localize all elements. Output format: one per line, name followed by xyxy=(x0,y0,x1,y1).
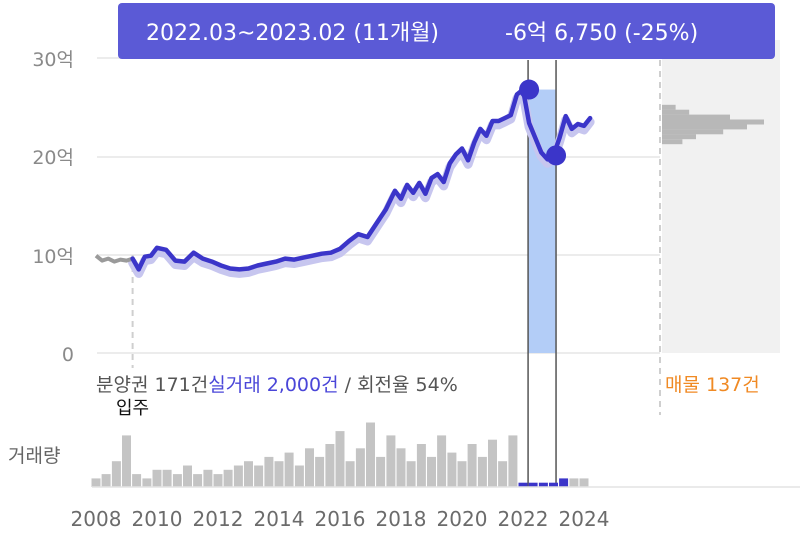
turnover-rate: 회전율 54% xyxy=(357,374,458,396)
x-tick-label: 2014 xyxy=(254,507,305,531)
volume-bar xyxy=(284,452,294,487)
listing-bar xyxy=(662,104,676,110)
price-series xyxy=(130,87,593,272)
volume-bar xyxy=(335,431,345,487)
volume-bar xyxy=(559,478,569,487)
price-range-band xyxy=(128,89,595,278)
x-tick-label: 2016 xyxy=(315,507,366,531)
volume-bar xyxy=(315,456,325,487)
volume-bar xyxy=(203,469,213,487)
presale-series xyxy=(94,254,134,264)
volume-bar xyxy=(325,444,335,487)
listings-histogram xyxy=(662,104,764,145)
trade-stats: 분양권 171건실거래 2,000건 / 회전율 54% xyxy=(96,374,458,396)
volume-bars xyxy=(91,422,589,487)
volume-bar xyxy=(142,478,152,487)
presale-count: 분양권 171건 xyxy=(96,374,208,396)
volume-bar xyxy=(518,482,528,487)
volume-bar xyxy=(406,461,416,487)
volume-bar xyxy=(233,465,243,487)
x-tick-label: 2008 xyxy=(71,507,122,531)
volume-bar xyxy=(111,461,121,487)
x-axis: 2008 2010 2012 2014 2016 2018 2020 2022 2024 xyxy=(71,507,610,531)
volume-bar xyxy=(508,435,518,487)
volume-bar xyxy=(223,469,233,487)
volume-label: 거래량 xyxy=(8,445,60,467)
x-tick-label: 2022 xyxy=(498,507,549,531)
move-in-label: 입주 xyxy=(116,398,149,419)
listing-bar xyxy=(662,109,690,115)
volume-bar xyxy=(355,448,365,487)
x-tick-label: 2010 xyxy=(132,507,183,531)
tooltip-period: 2022.03~2023.02 (11개월) xyxy=(146,21,439,46)
trade-count: 실거래 2,000건 xyxy=(208,374,338,396)
volume-bar xyxy=(569,478,579,487)
volume-bar xyxy=(213,474,223,487)
volume-bar xyxy=(579,478,589,487)
tooltip: 2022.03~2023.02 (11개월) -6억 6,750 (-25%) xyxy=(118,3,775,59)
volume-bar xyxy=(91,478,101,487)
volume-bar xyxy=(172,474,182,487)
volume-bar xyxy=(488,439,497,487)
tooltip-change: -6억 6,750 (-25%) xyxy=(505,21,698,46)
stats-separator: / xyxy=(339,374,357,396)
y-tick-label: 10억 xyxy=(32,246,74,268)
listing-bar xyxy=(662,134,696,140)
x-tick-label: 2012 xyxy=(193,507,244,531)
volume-bar xyxy=(244,461,253,487)
volume-bar xyxy=(345,461,355,487)
volume-bar xyxy=(477,456,487,487)
volume-bar xyxy=(132,474,142,487)
volume-bar xyxy=(396,448,406,487)
grid xyxy=(97,57,660,354)
volume-bar xyxy=(467,444,477,487)
low-point[interactable] xyxy=(546,145,567,166)
volume-bar xyxy=(254,465,264,487)
volume-bar xyxy=(416,444,426,487)
volume-bar xyxy=(386,435,396,487)
listings-panel xyxy=(662,40,780,353)
y-axis: 30억 20억 10억 0 xyxy=(32,49,74,366)
volume-bar xyxy=(152,469,162,487)
peak-point[interactable] xyxy=(519,79,540,100)
listing-bar xyxy=(662,124,747,130)
volume-bar xyxy=(366,422,375,487)
volume-bar xyxy=(498,461,508,487)
y-tick-label: 0 xyxy=(62,344,74,366)
volume-bar xyxy=(294,465,304,487)
volume-bar xyxy=(427,456,436,487)
volume-bar xyxy=(376,456,386,487)
volume-bar xyxy=(305,448,314,487)
volume-bar xyxy=(183,465,192,487)
x-tick-label: 2024 xyxy=(559,507,610,531)
listing-bar xyxy=(662,119,764,125)
volume-bar xyxy=(122,435,131,487)
x-tick-label: 2020 xyxy=(437,507,488,531)
volume-bar xyxy=(193,474,203,487)
volume-bar xyxy=(101,474,111,487)
listing-bar xyxy=(662,129,724,135)
volume-bar xyxy=(437,435,447,487)
y-tick-label: 20억 xyxy=(32,147,74,169)
volume-bar xyxy=(549,482,558,487)
volume-bar xyxy=(528,482,538,487)
y-tick-label: 30억 xyxy=(32,49,74,71)
listings-count: 매물 137건 xyxy=(665,374,760,396)
tooltip-box xyxy=(118,3,775,59)
volume-bar xyxy=(264,456,274,487)
volume-bar xyxy=(457,461,467,487)
listing-bar xyxy=(662,139,683,145)
listing-bar xyxy=(662,114,730,120)
volume-bar xyxy=(538,482,548,487)
volume-bar xyxy=(162,469,172,487)
volume-bar xyxy=(447,452,457,487)
volume-bar xyxy=(274,461,284,487)
x-tick-label: 2018 xyxy=(376,507,427,531)
